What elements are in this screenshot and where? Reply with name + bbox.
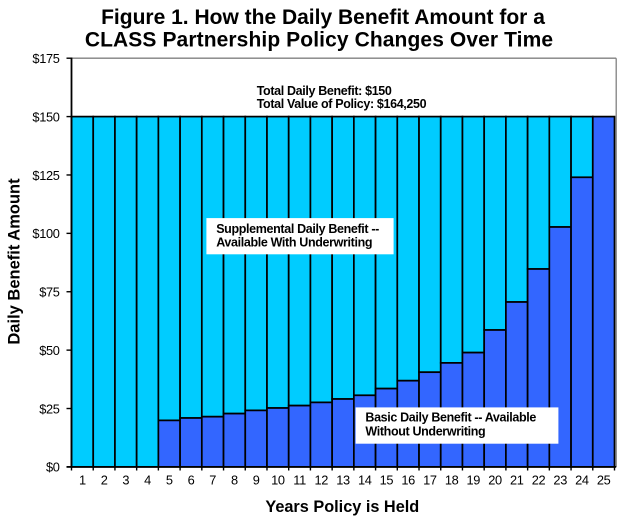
svg-text:CLASS Partnership Policy Chang: CLASS Partnership Policy Changes Over Ti… [85, 29, 553, 52]
svg-text:18: 18 [445, 472, 459, 487]
svg-text:5: 5 [166, 472, 173, 487]
svg-text:16: 16 [401, 472, 415, 487]
svg-text:15: 15 [380, 472, 394, 487]
svg-text:19: 19 [467, 472, 481, 487]
svg-text:21: 21 [510, 472, 524, 487]
svg-text:11: 11 [293, 472, 306, 487]
svg-text:Years Policy is Held: Years Policy is Held [265, 498, 419, 516]
svg-text:17: 17 [423, 472, 437, 487]
svg-text:$0: $0 [46, 460, 60, 475]
svg-text:Total Daily Benefit: $150: Total Daily Benefit: $150 [257, 84, 392, 98]
svg-text:24: 24 [575, 472, 589, 487]
svg-text:8: 8 [231, 472, 238, 487]
svg-text:4: 4 [144, 472, 151, 487]
svg-text:Basic Daily Benefit -- Availab: Basic Daily Benefit -- Available [365, 411, 536, 425]
svg-text:$175: $175 [32, 51, 59, 66]
svg-text:$75: $75 [39, 285, 60, 300]
svg-text:Available With Underwriting: Available With Underwriting [216, 235, 372, 249]
svg-text:25: 25 [597, 472, 611, 487]
svg-text:20: 20 [488, 472, 502, 487]
svg-text:9: 9 [253, 472, 260, 487]
svg-text:14: 14 [358, 472, 372, 487]
svg-text:$50: $50 [39, 343, 60, 358]
svg-text:Figure 1. How the Daily Benefi: Figure 1. How the Daily Benefit Amount f… [101, 6, 545, 29]
svg-text:12: 12 [315, 472, 329, 487]
svg-text:Without Underwriting: Without Underwriting [365, 425, 485, 439]
svg-text:23: 23 [553, 472, 567, 487]
svg-text:10: 10 [271, 472, 285, 487]
svg-text:22: 22 [532, 472, 546, 487]
svg-text:7: 7 [209, 472, 216, 487]
svg-text:1: 1 [79, 472, 86, 487]
svg-text:13: 13 [336, 472, 350, 487]
svg-text:$100: $100 [32, 226, 59, 241]
svg-text:$25: $25 [39, 401, 60, 416]
svg-text:Total Value of Policy: $164,25: Total Value of Policy: $164,250 [257, 97, 427, 111]
svg-text:6: 6 [188, 472, 195, 487]
svg-text:Supplemental Daily Benefit --: Supplemental Daily Benefit -- [216, 222, 379, 236]
svg-text:3: 3 [122, 472, 129, 487]
svg-text:2: 2 [101, 472, 108, 487]
svg-text:$150: $150 [32, 109, 59, 124]
svg-text:Daily Benefit Amount: Daily Benefit Amount [6, 178, 24, 345]
svg-text:$125: $125 [32, 168, 59, 183]
